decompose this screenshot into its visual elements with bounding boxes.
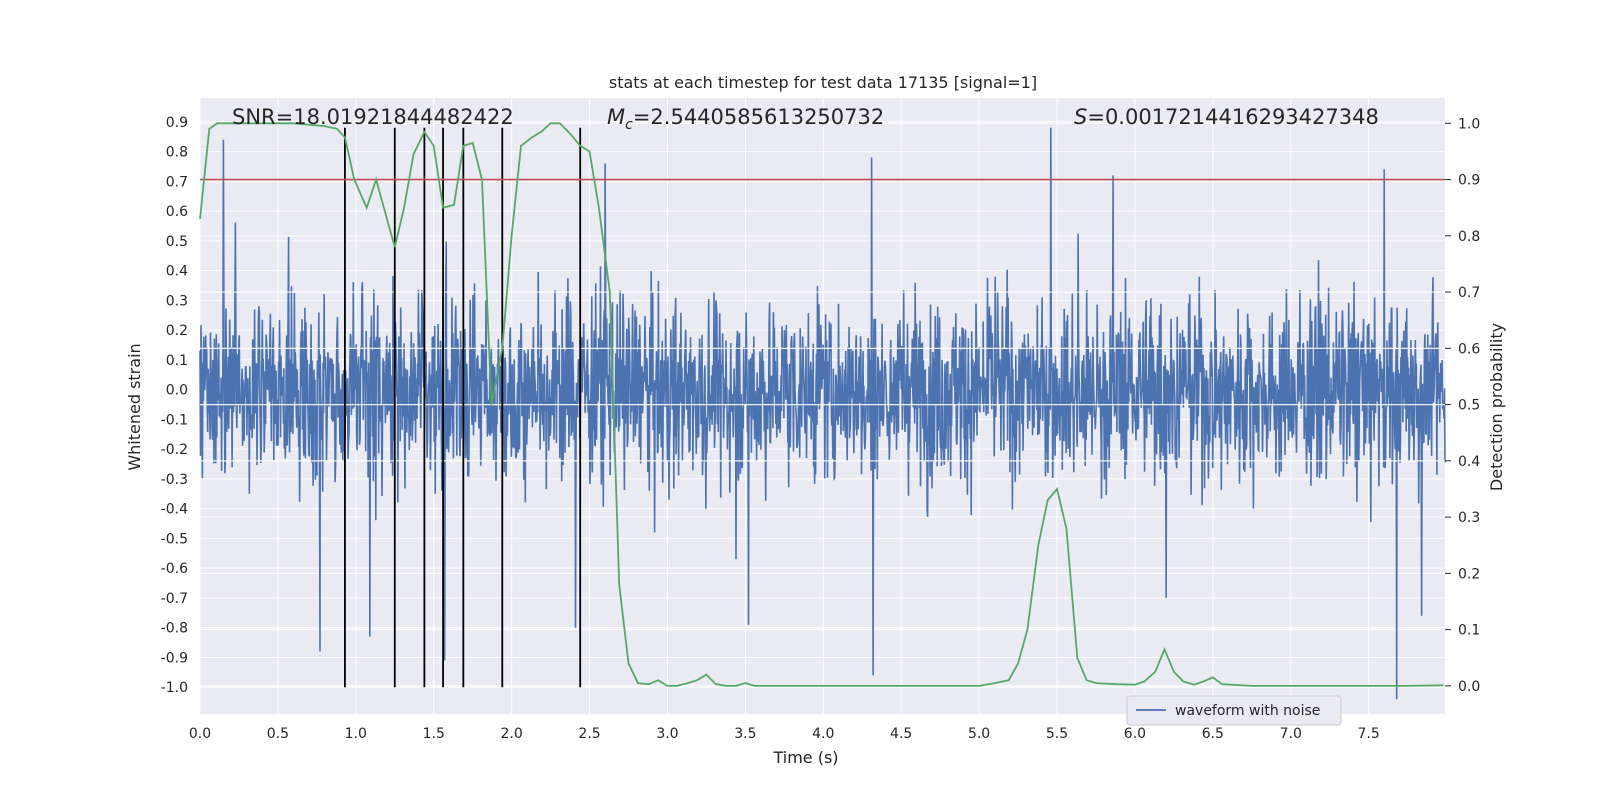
y-tick-label: 0.0 bbox=[166, 383, 188, 399]
y-tick-label: -0.7 bbox=[161, 591, 188, 607]
s-symbol: S bbox=[1074, 105, 1087, 129]
y-tick-label: 0.2 bbox=[166, 323, 188, 339]
y-tick-label: 0.7 bbox=[166, 174, 188, 190]
y2-tick-label: 0.5 bbox=[1458, 398, 1480, 414]
legend-box bbox=[1126, 695, 1342, 726]
y2-tick-labels: 1.0 0.9 0.8 0.7 0.6 0.5 0.4 0.3 0.2 0.1 0.0 bbox=[1445, 116, 1480, 695]
x-tick-label: 3.5 bbox=[734, 726, 756, 742]
y2-tick-label: 0.3 bbox=[1458, 510, 1480, 526]
x-tick-label: 6.5 bbox=[1202, 726, 1224, 742]
x-tick-label: 5.0 bbox=[968, 726, 990, 742]
y-tick-label: 0.3 bbox=[166, 293, 188, 309]
x-tick-label: 4.5 bbox=[890, 726, 912, 742]
x-tick-label: 0.0 bbox=[189, 726, 211, 742]
y-tick-label: 0.4 bbox=[166, 264, 188, 280]
marker-lines bbox=[344, 127, 582, 688]
y2-tick-label: 0.2 bbox=[1458, 566, 1480, 582]
y-tick-label: -1.0 bbox=[161, 680, 188, 696]
x-tick-label: 1.5 bbox=[423, 726, 445, 742]
y-tick-label: -0.1 bbox=[161, 412, 188, 428]
x-tick-label: 4.0 bbox=[812, 726, 834, 742]
y-tick-label: -0.4 bbox=[161, 502, 188, 518]
x-tick-label: 1.0 bbox=[345, 726, 367, 742]
y-tick-label: -0.5 bbox=[161, 531, 188, 547]
y-tick-label: 0.5 bbox=[166, 234, 188, 250]
y2-tick-label: 0.8 bbox=[1458, 229, 1480, 245]
x-tick-label: 7.0 bbox=[1280, 726, 1302, 742]
x-tick-label: 2.5 bbox=[578, 726, 600, 742]
y-tick-label: -0.2 bbox=[161, 442, 188, 458]
y2-axis-label: Detection probability bbox=[1487, 323, 1506, 491]
x-tick-label: 6.0 bbox=[1124, 726, 1146, 742]
legend-label: waveform with noise bbox=[1175, 703, 1320, 719]
waveform-series bbox=[199, 127, 1446, 700]
y-tick-label: 0.6 bbox=[166, 204, 188, 220]
y2-tick-label: 0.0 bbox=[1458, 679, 1480, 695]
y-tick-label: -0.6 bbox=[161, 561, 188, 577]
snr-annotation: SNR=18.01921844482422 bbox=[232, 105, 514, 129]
y-tick-label: -0.3 bbox=[161, 472, 188, 488]
x-tick-label: 2.0 bbox=[501, 726, 523, 742]
y-tick-label: -0.8 bbox=[161, 621, 188, 637]
y-tick-label: 0.9 bbox=[166, 115, 188, 131]
y-axis-label: Whitened strain bbox=[125, 343, 144, 470]
y2-tick-label: 0.4 bbox=[1458, 454, 1480, 470]
y-tick-label: 0.1 bbox=[166, 353, 188, 369]
y2-tick-label: 0.1 bbox=[1458, 623, 1480, 639]
y-tick-labels: 0.9 0.8 0.7 0.6 0.5 0.4 0.3 0.2 0.1 0.0 -0.1 -0.2 -0… bbox=[161, 115, 188, 696]
y-tick-label: 0.8 bbox=[166, 145, 188, 161]
y2-tick-label: 1.0 bbox=[1458, 116, 1480, 132]
x-tick-label: 0.5 bbox=[267, 726, 289, 742]
y-tick-label: -0.9 bbox=[161, 650, 188, 666]
x-tick-labels: 0.0 0.5 1.0 1.5 2.0 2.5 3.0 3.5 4.0 4.5 5.0 5.5 6.0 6… bbox=[189, 726, 1380, 742]
s-annotation: S=0.0017214416293427348 bbox=[1074, 105, 1379, 129]
x-tick-label: 3.0 bbox=[656, 726, 678, 742]
y2-tick-label: 0.7 bbox=[1458, 285, 1480, 301]
x-axis-label: Time (s) bbox=[772, 748, 838, 767]
x-tick-label: 7.5 bbox=[1358, 726, 1380, 742]
y2-tick-label: 0.9 bbox=[1458, 173, 1480, 189]
chirp-mass-subscript: c bbox=[625, 117, 633, 133]
chirp-mass-value: =2.5440585613250732 bbox=[633, 105, 884, 129]
legend: waveform with noise bbox=[1126, 695, 1342, 726]
chirp-mass-annotation: Mc=2.5440585613250732 bbox=[607, 105, 884, 133]
y2-tick-label: 0.6 bbox=[1458, 341, 1480, 357]
chirp-mass-symbol: M bbox=[607, 105, 625, 129]
chart-title: stats at each timestep for test data 171… bbox=[609, 73, 1037, 92]
waveform-line bbox=[199, 127, 1446, 700]
x-tick-label: 5.5 bbox=[1046, 726, 1068, 742]
probability-series bbox=[199, 122, 1444, 687]
s-value: =0.0017214416293427348 bbox=[1087, 105, 1379, 129]
